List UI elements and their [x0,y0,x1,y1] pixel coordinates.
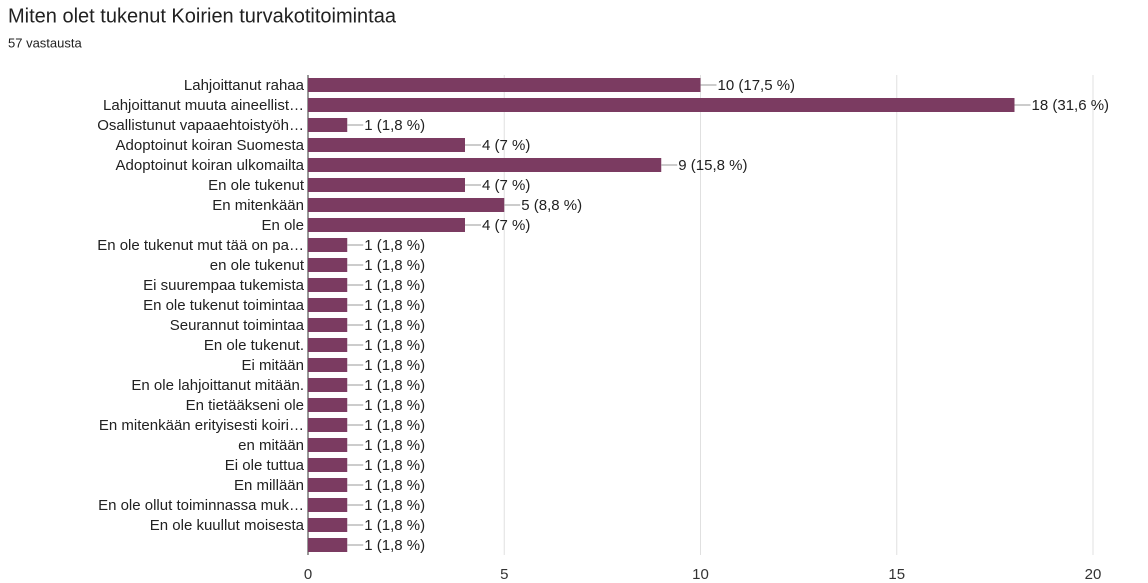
chart-subtitle: 57 vastausta [8,35,82,50]
bar [308,318,348,332]
bar [308,378,348,392]
y-tick-label: en ole tukenut [210,257,305,274]
bar [308,358,348,372]
y-tick-label: Seurannut toimintaa [170,317,305,334]
value-label: 1 (1,8 %) [364,277,425,294]
bar [308,398,348,412]
y-tick-label: Ei suurempaa tukemista [143,277,305,294]
y-tick-label: En millään [234,477,304,494]
y-tick-label: En ole [261,217,304,234]
bar [308,178,465,192]
y-tick-label: Ei ole tuttua [225,457,305,474]
value-label: 1 (1,8 %) [364,537,425,554]
y-tick-label: En ole kuullut moisesta [150,517,305,534]
y-tick-label: En ole lahjoittanut mitään. [131,377,304,394]
value-label: 1 (1,8 %) [364,497,425,514]
value-label: 4 (7 %) [482,217,530,234]
bar [308,78,701,92]
value-label: 1 (1,8 %) [364,237,425,254]
x-tick-label: 20 [1085,566,1102,583]
value-label: 1 (1,8 %) [364,377,425,394]
y-tick-label: Lahjoittanut rahaa [184,77,305,94]
y-tick-label: En tietääkseni ole [186,397,304,414]
bar [308,218,465,232]
value-label: 1 (1,8 %) [364,317,425,334]
value-label: 1 (1,8 %) [364,417,425,434]
value-label: 1 (1,8 %) [364,397,425,414]
y-tick-label: En ole tukenut. [204,337,304,354]
y-tick-label: en mitään [238,437,304,454]
value-label: 1 (1,8 %) [364,517,425,534]
value-label: 1 (1,8 %) [364,337,425,354]
y-tick-label: Adoptoinut koiran Suomesta [116,137,305,154]
y-tick-label: Adoptoinut koiran ulkomailta [116,157,305,174]
bar [308,98,1015,112]
value-label: 1 (1,8 %) [364,117,425,134]
y-tick-label: En ole tukenut toimintaa [143,297,305,314]
bar [308,458,348,472]
value-label: 5 (8,8 %) [521,197,582,214]
x-tick-label: 0 [304,566,312,583]
y-tick-label: En ole tukenut [208,177,305,194]
y-tick-label: Ei mitään [241,357,304,374]
bar [308,298,348,312]
bar [308,158,662,172]
bar [308,278,348,292]
bar [308,198,505,212]
value-label: 10 (17,5 %) [718,77,796,94]
value-label: 4 (7 %) [482,177,530,194]
value-label: 18 (31,6 %) [1032,97,1110,114]
y-tick-label: En ole ollut toiminnassa muk… [98,497,304,514]
x-tick-label: 15 [888,566,905,583]
value-label: 1 (1,8 %) [364,437,425,454]
x-tick-label: 10 [692,566,709,583]
bar [308,418,348,432]
value-label: 1 (1,8 %) [364,477,425,494]
bar [308,498,348,512]
y-tick-label: En ole tukenut mut tää on pa… [97,237,304,254]
value-label: 9 (15,8 %) [678,157,747,174]
bar [308,138,465,152]
value-label: 4 (7 %) [482,137,530,154]
bar [308,338,348,352]
y-tick-label: Lahjoittanut muuta aineellist… [103,97,304,114]
value-label: 1 (1,8 %) [364,297,425,314]
value-label: 1 (1,8 %) [364,357,425,374]
bar [308,538,348,552]
y-tick-label: Osallistunut vapaaehtoistyöh… [97,117,304,134]
chart-title: Miten olet tukenut Koirien turvakotitoim… [8,5,397,27]
bar [308,518,348,532]
value-label: 1 (1,8 %) [364,457,425,474]
x-tick-label: 5 [500,566,508,583]
bar [308,258,348,272]
value-label: 1 (1,8 %) [364,257,425,274]
bar [308,238,348,252]
bar [308,478,348,492]
y-tick-label: En mitenkään [212,197,304,214]
bar [308,118,348,132]
y-tick-label: En mitenkään erityisesti koiri… [99,417,304,434]
bar [308,438,348,452]
